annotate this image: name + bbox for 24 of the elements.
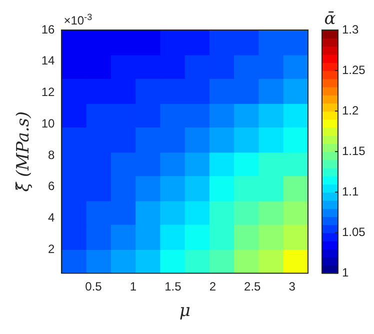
color-bar-label: 1.15	[342, 144, 366, 158]
color-bar-title: ᾱ	[324, 8, 336, 29]
y-tick-label: 14	[41, 54, 56, 68]
y-tick-label: 4	[48, 210, 56, 225]
y-tick-label: 8	[48, 148, 56, 162]
x-tick-label: 2.5	[244, 280, 262, 294]
x-tick-label: 3	[288, 280, 296, 294]
x-tick-label: 1.5	[164, 280, 182, 294]
y-tick-label: 12	[41, 85, 56, 100]
color-bar-label: 1.05	[342, 224, 366, 239]
color-bar-label: 1.2	[342, 103, 360, 118]
color-bar-label: 1.3	[342, 22, 360, 36]
y-tick-label: 2	[48, 242, 56, 256]
y-tick-label: 16	[41, 22, 56, 36]
x-axis-title: μ	[179, 301, 190, 322]
y-axis-title: ξ̃ (MPa.s)	[14, 111, 34, 192]
y-tick-label: 6	[48, 179, 56, 194]
color-bar-label: 1	[342, 266, 349, 280]
x-tick-label: 2	[209, 280, 216, 294]
y-tick-label: 10	[41, 116, 56, 130]
color-bar-label: 1.25	[342, 62, 366, 77]
x-tick-label: 0.5	[85, 280, 102, 294]
x-tick-label: 1	[130, 280, 137, 294]
color-bar-label: 1.1	[342, 184, 360, 198]
